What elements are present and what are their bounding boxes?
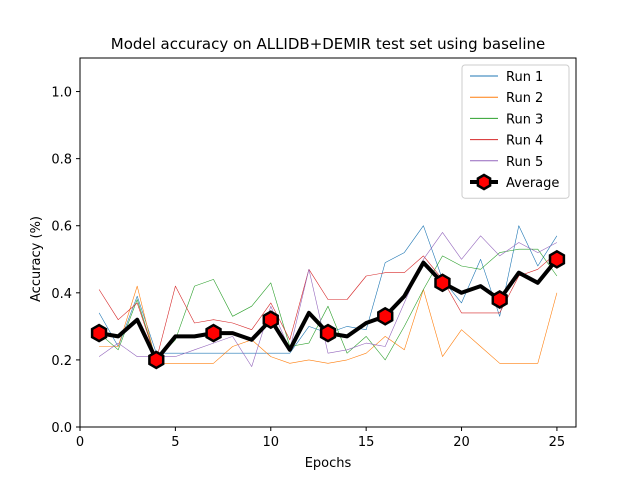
legend-label: Run 3 (506, 112, 543, 127)
average-marker (262, 310, 279, 330)
x-tick-label: 5 (171, 435, 179, 450)
average-marker (90, 323, 108, 343)
legend-label: Run 4 (506, 134, 543, 149)
y-tick-label: 0.0 (51, 421, 72, 436)
series-line-5 (98, 232, 558, 367)
plot-marks (90, 225, 566, 370)
average-marker (148, 350, 165, 370)
legend-marker (476, 173, 492, 191)
legend-label: Run 1 (506, 70, 543, 85)
legend-label: Run 5 (506, 155, 543, 170)
legend-item: Average (470, 173, 559, 191)
legend-label: Average (506, 176, 559, 191)
series-line-6 (98, 258, 559, 362)
average-marker (434, 273, 451, 293)
series-line-4 (98, 252, 558, 361)
legend-item: Run 2 (470, 91, 543, 106)
x-tick-label: 20 (453, 435, 470, 450)
x-tick-label: 15 (358, 435, 375, 450)
average-marker (319, 323, 337, 343)
legend-label: Run 2 (506, 91, 543, 106)
average-marker (548, 249, 566, 269)
x-tick-label: 10 (262, 435, 279, 450)
y-tick-label: 1.0 (51, 86, 72, 101)
x-axis-label: Epochs (305, 456, 352, 471)
series-line-2 (99, 285, 558, 364)
plot-frame (79, 57, 577, 428)
legend-item: Run 5 (470, 155, 543, 170)
y-tick-label: 0.4 (51, 287, 72, 302)
chart-title: Model accuracy on ALLIDB+DEMIR test set … (111, 35, 545, 53)
average-marker (377, 306, 394, 326)
y-tick-label: 0.2 (51, 354, 72, 369)
y-tick-label: 0.8 (51, 153, 72, 168)
series-line-3 (98, 248, 558, 361)
legend: Run 1 Run 2 Run 3 Run 4 Run 5 Average (461, 64, 570, 199)
x-tick-label: 25 (549, 435, 566, 450)
x-tick-label: 0 (76, 435, 84, 450)
y-tick-label: 0.6 (51, 220, 72, 235)
average-marker (491, 290, 508, 309)
legend-item: Run 1 (470, 70, 543, 85)
legend-item: Run 4 (470, 134, 543, 149)
axes: 0 5 10 15 20 25 0.0 0.2 0.4 0.6 0.8 1.0 (51, 57, 577, 450)
legend-box (461, 64, 570, 199)
legend-item: Run 3 (470, 112, 543, 127)
average-marker (205, 323, 222, 343)
y-axis-label: Accuracy (%) (29, 216, 44, 302)
